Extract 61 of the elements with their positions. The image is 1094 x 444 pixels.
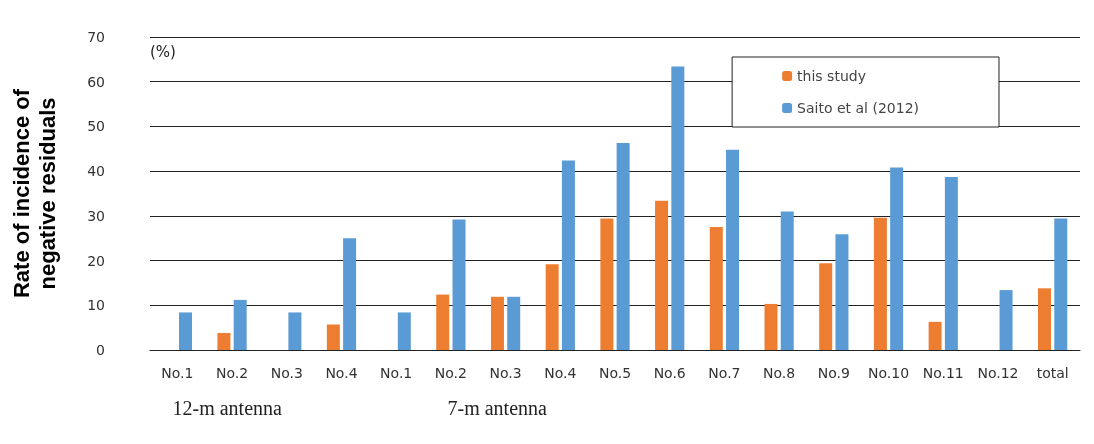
x-tick-label: No.9	[817, 365, 850, 381]
x-tick-label: No.8	[763, 365, 796, 381]
annotation: (%)	[150, 42, 176, 61]
bar	[507, 296, 521, 350]
bar	[233, 299, 247, 350]
legend-label: Saito et al (2012)	[797, 100, 920, 116]
bar	[343, 238, 357, 350]
text: 7-m antenna	[447, 397, 548, 419]
bar	[397, 312, 411, 350]
x-tick-label: No.6	[653, 365, 686, 381]
x-tick-label: No.3	[489, 365, 522, 381]
bar	[944, 176, 958, 350]
bar	[726, 149, 740, 350]
x-tick-label: No.2	[434, 365, 467, 381]
x-tick-label: No.4	[544, 365, 577, 381]
bar	[835, 234, 849, 350]
y-tick-label: 50	[87, 118, 105, 135]
bar	[452, 219, 466, 350]
y-tick-label: 0	[96, 342, 105, 358]
x-tick-label: No.2	[215, 365, 249, 381]
y-tick-label: 20	[87, 252, 105, 269]
x-tick-label: No.12	[977, 365, 1019, 381]
y-tick-label: 60	[87, 73, 105, 90]
bar	[288, 312, 302, 350]
bar	[545, 264, 559, 350]
x-tick-label: No.5	[598, 365, 632, 381]
bar	[178, 312, 192, 350]
bar	[326, 324, 340, 350]
bar	[436, 294, 450, 350]
x-tick-label: No.1	[161, 365, 194, 381]
y-tick-label: 10	[87, 297, 105, 314]
x-tick-label: No.7	[708, 365, 741, 381]
bar	[873, 217, 887, 350]
bar	[490, 296, 504, 350]
x-tick-label: No.4	[325, 365, 358, 381]
bar	[1038, 288, 1052, 350]
bar	[1054, 218, 1068, 350]
bar	[819, 263, 833, 350]
x-tick-label: total	[1036, 365, 1069, 381]
y-tick-label: 40	[87, 163, 105, 180]
bar	[999, 290, 1013, 350]
bar	[764, 303, 778, 350]
y-tick-label: 70	[87, 29, 105, 45]
bar	[616, 142, 630, 350]
x-tick-label: No.1	[380, 365, 413, 381]
bar	[655, 200, 669, 350]
x-tick-label: No.10	[868, 365, 910, 381]
y-axis-title: Rate of incidence of negative residuals	[8, 88, 60, 299]
bar	[671, 66, 685, 350]
bar	[890, 167, 904, 350]
x-tick-label: No.11	[922, 365, 964, 381]
bar	[709, 227, 723, 350]
x-tick-label: No.3	[270, 365, 303, 381]
bar	[217, 333, 231, 350]
legend-label: this study	[797, 68, 866, 84]
bar	[561, 160, 575, 350]
bar	[600, 218, 614, 350]
text: 12-m antenna	[172, 397, 283, 419]
bar	[780, 211, 794, 350]
bar	[928, 321, 942, 350]
y-tick-label: 30	[87, 207, 105, 224]
